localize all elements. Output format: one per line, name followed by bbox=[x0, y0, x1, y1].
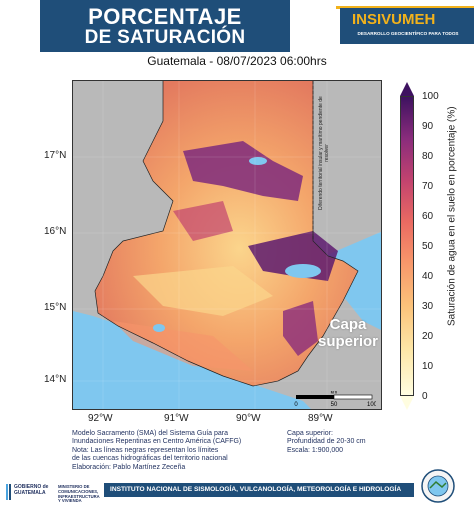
cbar-tick-30: 30 bbox=[422, 301, 434, 312]
cbar-tick-70: 70 bbox=[422, 181, 434, 192]
title-line-2: DE SATURACIÓN bbox=[84, 27, 246, 48]
territorial-dispute-note: Diferendo territorial insular y marítimo… bbox=[318, 96, 330, 210]
lat-tick-14: 14°N bbox=[44, 374, 67, 385]
lake-atitlan bbox=[153, 324, 165, 332]
brand-subtitle: DESARROLLO GEOCIENTÍFICO PARA TODOS bbox=[357, 31, 459, 36]
lake-izabal bbox=[285, 264, 321, 278]
header: PORCENTAJE DE SATURACIÓN INSIVUMEH DESAR… bbox=[0, 0, 474, 52]
medium-saturation-zone bbox=[173, 201, 233, 241]
lon-tick-92: 92°W bbox=[88, 413, 113, 424]
institute-name: INSTITUTO NACIONAL DE SISMOLOGÍA, VULCAN… bbox=[110, 486, 402, 493]
cbar-tick-10: 10 bbox=[422, 361, 434, 372]
cbar-tick-90: 90 bbox=[422, 121, 434, 132]
graticule bbox=[73, 81, 381, 409]
cbar-tick-60: 60 bbox=[422, 211, 434, 222]
cbar-tick-80: 80 bbox=[422, 151, 434, 162]
insivumeh-seal-icon bbox=[421, 469, 455, 503]
colorbar-max-arrow bbox=[400, 82, 414, 96]
brand-name: INSIVUMEH bbox=[352, 11, 436, 28]
scale-tick-1: 50 bbox=[331, 402, 338, 408]
lat-tick-17: 17°N bbox=[44, 150, 67, 161]
cbar-tick-0: 0 bbox=[422, 391, 428, 402]
model-notes: Modelo Sacramento (SMA) del Sistema Guía… bbox=[72, 430, 242, 471]
high-saturation-east bbox=[283, 301, 318, 356]
government-logo bbox=[6, 484, 11, 500]
brand-banner bbox=[340, 8, 474, 44]
cbar-tick-40: 40 bbox=[422, 271, 434, 282]
government-label: GOBIERNO de GUATEMALA bbox=[14, 484, 49, 496]
colorbar bbox=[400, 96, 414, 396]
ministry-label: MINISTERIO DE COMUNICACIONES, INFRAESTRU… bbox=[58, 484, 100, 504]
map-panel bbox=[72, 80, 382, 410]
brand-stripe bbox=[336, 6, 474, 9]
layer-overlay-label: Capa superior bbox=[318, 316, 379, 350]
lon-tick-89: 89°W bbox=[308, 413, 333, 424]
lon-tick-91: 91°W bbox=[164, 413, 189, 424]
scale-tick-0: 0 bbox=[294, 402, 298, 408]
scale-bar-graphic: km 0 50 100 bbox=[294, 390, 377, 409]
colorbar-min-arrow bbox=[400, 396, 414, 410]
map-title: Guatemala - 08/07/2023 06:00hrs bbox=[147, 54, 327, 68]
basin-boundaries bbox=[94, 81, 359, 387]
cbar-tick-50: 50 bbox=[422, 241, 434, 252]
scale-tick-2: 100 bbox=[367, 402, 376, 408]
title-line-1: PORCENTAJE bbox=[88, 4, 242, 29]
saturation-map bbox=[73, 81, 381, 409]
lat-tick-15: 15°N bbox=[44, 302, 67, 313]
cbar-tick-20: 20 bbox=[422, 331, 434, 342]
lat-tick-16: 16°N bbox=[44, 226, 67, 237]
low-saturation-highlands bbox=[133, 266, 273, 316]
title-banner bbox=[40, 0, 290, 52]
cbar-tick-100: 100 bbox=[422, 91, 439, 102]
lake-peten-itza bbox=[249, 157, 267, 165]
institute-banner bbox=[104, 483, 414, 497]
scale-bar: km 0 50 100 bbox=[294, 390, 377, 416]
colorbar-label: Saturación de agua en el suelo en porcen… bbox=[446, 106, 458, 326]
layer-info: Capa superior: Profundidad de 20-30 cm E… bbox=[287, 430, 366, 454]
high-saturation-peten bbox=[183, 141, 303, 201]
lon-tick-90: 90°W bbox=[236, 413, 261, 424]
coastal-saturation-zone bbox=[113, 321, 253, 371]
scale-unit: km bbox=[331, 391, 338, 396]
